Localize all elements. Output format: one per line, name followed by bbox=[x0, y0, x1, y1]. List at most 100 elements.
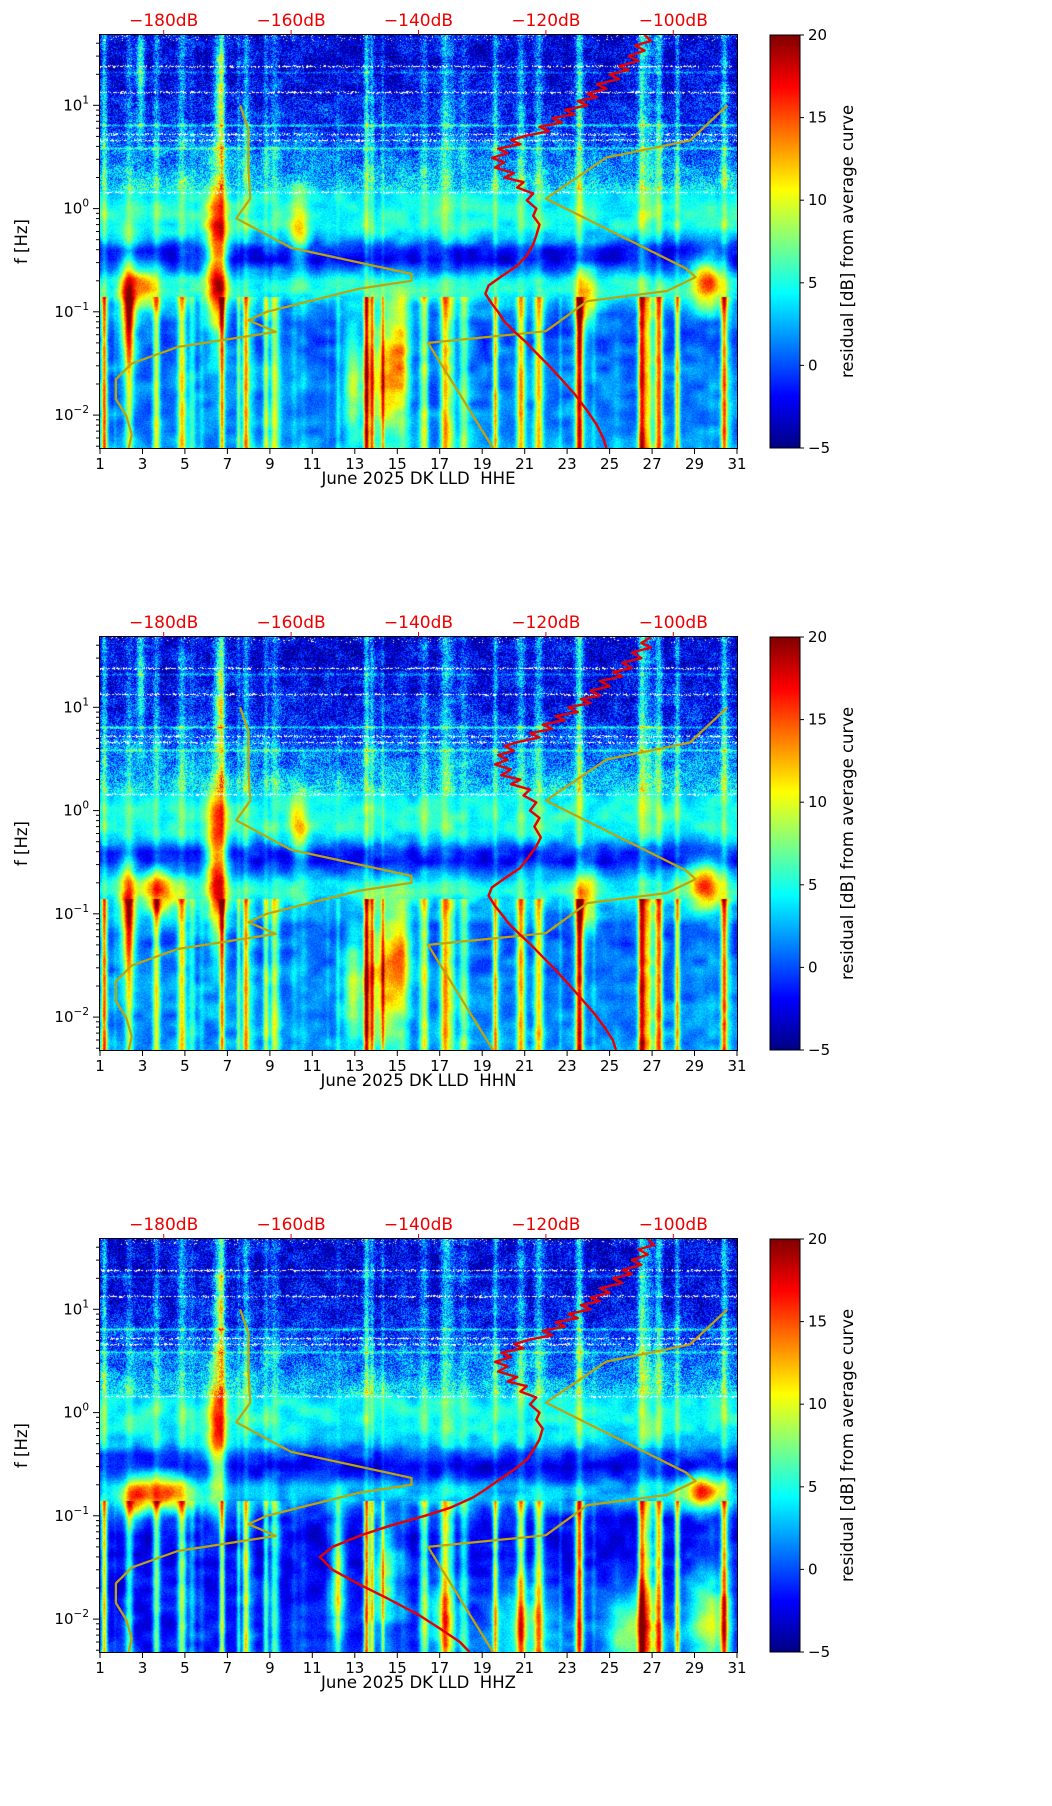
svg-text:11: 11 bbox=[303, 1057, 322, 1075]
svg-text:−100dB: −100dB bbox=[639, 11, 708, 31]
svg-text:20: 20 bbox=[808, 26, 827, 44]
colorbar-tick-labels: 20 15 10 5 0 −5 bbox=[808, 628, 830, 1059]
svg-text:−120dB: −120dB bbox=[511, 11, 580, 31]
svg-text:100: 100 bbox=[63, 1402, 89, 1422]
svg-text:21: 21 bbox=[515, 455, 534, 473]
colorbar: 20 15 10 5 0 −5 bbox=[769, 26, 830, 457]
svg-text:−160dB: −160dB bbox=[257, 1215, 326, 1235]
svg-text:23: 23 bbox=[558, 1057, 577, 1075]
x-axis-tick-labels: 1 3 5 7 9 11 13 15 17 19 21 23 25 27 29 31 bbox=[95, 455, 746, 473]
y-axis-ticks bbox=[93, 644, 100, 1049]
svg-text:10−1: 10−1 bbox=[54, 301, 89, 321]
svg-text:9: 9 bbox=[265, 1057, 275, 1075]
svg-text:101: 101 bbox=[63, 1298, 89, 1318]
svg-text:7: 7 bbox=[223, 1659, 233, 1677]
colorbar-tick-labels: 20 15 10 5 0 −5 bbox=[808, 1230, 830, 1661]
psd-median-curve bbox=[484, 34, 653, 449]
colorbar-label: residual [dB] from average curve bbox=[838, 104, 857, 379]
svg-text:21: 21 bbox=[515, 1057, 534, 1075]
nlnm-model-curve bbox=[114, 104, 413, 449]
svg-text:29: 29 bbox=[685, 1659, 704, 1677]
svg-text:100: 100 bbox=[63, 198, 89, 218]
svg-text:15: 15 bbox=[808, 1313, 827, 1331]
x-axis-tick-labels: 1 3 5 7 9 11 13 15 17 19 21 23 25 27 29 31 bbox=[95, 1057, 746, 1075]
svg-text:31: 31 bbox=[727, 1659, 746, 1677]
y-axis-label: f [Hz] bbox=[12, 821, 31, 866]
svg-text:15: 15 bbox=[388, 1659, 407, 1677]
svg-text:17: 17 bbox=[430, 1057, 449, 1075]
svg-text:27: 27 bbox=[643, 1659, 662, 1677]
svg-text:0: 0 bbox=[808, 958, 818, 976]
svg-text:15: 15 bbox=[808, 711, 827, 729]
plot-frame bbox=[99, 1238, 738, 1653]
plot-frame bbox=[99, 636, 738, 1051]
svg-text:10−1: 10−1 bbox=[54, 1505, 89, 1525]
colorbar-label: residual [dB] from average curve bbox=[838, 1308, 857, 1583]
nhnm-model-curve bbox=[427, 104, 729, 449]
svg-text:101: 101 bbox=[63, 94, 89, 114]
svg-text:25: 25 bbox=[600, 455, 619, 473]
colorbar-label: residual [dB] from average curve bbox=[838, 706, 857, 981]
svg-text:13: 13 bbox=[345, 1659, 364, 1677]
top-axis-ticks bbox=[163, 30, 674, 35]
svg-text:−180dB: −180dB bbox=[129, 11, 198, 31]
svg-text:0: 0 bbox=[808, 356, 818, 374]
svg-text:5: 5 bbox=[180, 455, 190, 473]
top-axis-ticks bbox=[163, 1234, 674, 1239]
x-axis-ticks bbox=[99, 1050, 738, 1056]
psd-median-curve bbox=[318, 1238, 656, 1653]
y-axis-label: f [Hz] bbox=[12, 219, 31, 264]
x-axis-ticks bbox=[99, 1652, 738, 1658]
svg-text:5: 5 bbox=[808, 1478, 818, 1496]
svg-text:13: 13 bbox=[345, 1057, 364, 1075]
svg-text:17: 17 bbox=[430, 1659, 449, 1677]
x-axis-label: June 2025 DK LLD HHN bbox=[320, 1071, 517, 1090]
svg-text:31: 31 bbox=[727, 455, 746, 473]
top-axis-ticks bbox=[163, 632, 674, 637]
svg-text:3: 3 bbox=[138, 455, 148, 473]
svg-text:100: 100 bbox=[63, 800, 89, 820]
svg-text:10: 10 bbox=[808, 793, 827, 811]
top-axis-tick-labels: −180dB −160dB −140dB −120dB −100dB bbox=[129, 1215, 708, 1235]
svg-text:3: 3 bbox=[138, 1659, 148, 1677]
svg-text:3: 3 bbox=[138, 1057, 148, 1075]
svg-text:−5: −5 bbox=[808, 439, 830, 457]
svg-text:27: 27 bbox=[643, 455, 662, 473]
colorbar: 20 15 10 5 0 −5 bbox=[769, 1230, 830, 1661]
svg-text:−160dB: −160dB bbox=[257, 613, 326, 633]
y-axis-tick-labels: 101 100 10−1 10−2 bbox=[54, 94, 89, 424]
svg-text:19: 19 bbox=[473, 455, 492, 473]
y-axis-tick-labels: 101 100 10−1 10−2 bbox=[54, 696, 89, 1026]
svg-text:5: 5 bbox=[180, 1057, 190, 1075]
svg-text:−140dB: −140dB bbox=[384, 1215, 453, 1235]
svg-text:0: 0 bbox=[808, 1560, 818, 1578]
svg-text:25: 25 bbox=[600, 1659, 619, 1677]
svg-text:101: 101 bbox=[63, 696, 89, 716]
svg-text:15: 15 bbox=[388, 1057, 407, 1075]
svg-text:10−2: 10−2 bbox=[54, 1608, 89, 1628]
psd-median-curve bbox=[487, 635, 653, 1051]
nhnm-model-curve bbox=[427, 1308, 729, 1653]
svg-text:−100dB: −100dB bbox=[639, 613, 708, 633]
top-axis-tick-labels: −180dB −160dB −140dB −120dB −100dB bbox=[129, 11, 708, 31]
svg-text:10−2: 10−2 bbox=[54, 1006, 89, 1026]
svg-text:11: 11 bbox=[303, 455, 322, 473]
svg-text:1: 1 bbox=[95, 1057, 105, 1075]
svg-text:5: 5 bbox=[180, 1659, 190, 1677]
plot-frame bbox=[99, 34, 738, 449]
colorbar-tick-labels: 20 15 10 5 0 −5 bbox=[808, 26, 830, 457]
x-axis-ticks bbox=[99, 448, 738, 454]
svg-text:9: 9 bbox=[265, 1659, 275, 1677]
svg-text:−120dB: −120dB bbox=[511, 1215, 580, 1235]
svg-text:−160dB: −160dB bbox=[257, 11, 326, 31]
svg-text:13: 13 bbox=[345, 455, 364, 473]
svg-text:25: 25 bbox=[600, 1057, 619, 1075]
svg-text:−5: −5 bbox=[808, 1643, 830, 1661]
svg-text:10: 10 bbox=[808, 1395, 827, 1413]
svg-text:5: 5 bbox=[808, 274, 818, 292]
panel-hhz: 101 100 10−1 10−2 1 3 5 7 9 11 13 15 17 19 21 23 25 27 29 3… bbox=[0, 1204, 1052, 1806]
